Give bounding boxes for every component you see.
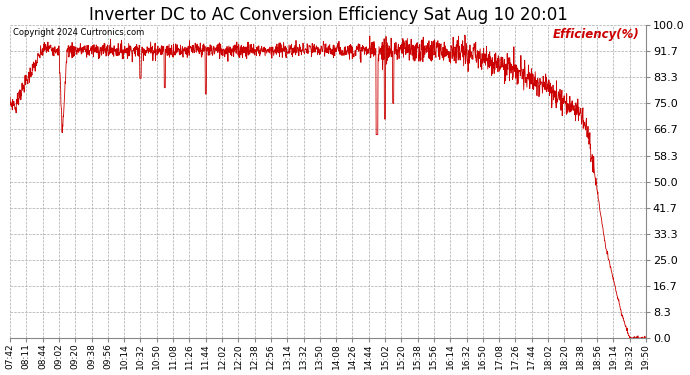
Title: Inverter DC to AC Conversion Efficiency Sat Aug 10 20:01: Inverter DC to AC Conversion Efficiency …	[88, 6, 567, 24]
Text: Efficiency(%): Efficiency(%)	[553, 28, 640, 41]
Text: Copyright 2024 Curtronics.com: Copyright 2024 Curtronics.com	[13, 28, 144, 37]
